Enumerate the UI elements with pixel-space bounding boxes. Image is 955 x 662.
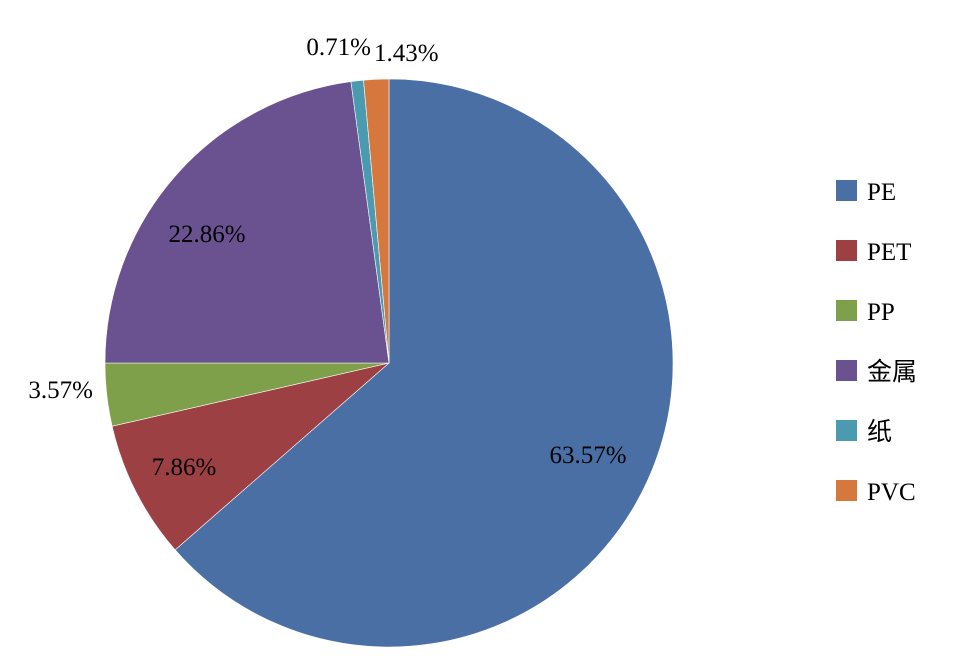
legend: PE PET PP 金属纸 PVC [836, 179, 917, 506]
legend-swatch-5 [836, 420, 857, 441]
pie-slice-2 [111, 362, 390, 551]
slice-label-5: 0.71% [306, 34, 371, 61]
legend-label-3: PP [867, 299, 895, 326]
legend-swatch-1 [836, 180, 857, 201]
legend-swatch-2 [836, 240, 857, 261]
pie-slice-1 [174, 78, 674, 648]
slice-label-6: 1.43% [374, 40, 439, 67]
pie-slice-6 [363, 78, 390, 364]
slice-labels: 63.57% 7.86% 3.57% 22.86% 0.71% 1.43% [28, 34, 626, 481]
legend-label-1: PE [867, 179, 896, 206]
pie-slices [104, 78, 674, 648]
slice-label-3: 3.57% [28, 377, 93, 404]
slice-label-2: 7.86% [152, 454, 217, 481]
legend-label-2: PET [867, 239, 911, 266]
slice-label-1: 63.57% [549, 442, 626, 469]
legend-swatch-6 [836, 480, 857, 501]
legend-label-5: 纸 [867, 418, 892, 446]
pie-slice-4 [104, 81, 390, 364]
legend-label-6: PVC [867, 479, 916, 506]
legend-swatch-3 [836, 300, 857, 321]
slice-label-4: 22.86% [168, 221, 245, 248]
legend-label-4: 金属 [867, 358, 917, 386]
legend-swatch-4 [836, 360, 857, 381]
